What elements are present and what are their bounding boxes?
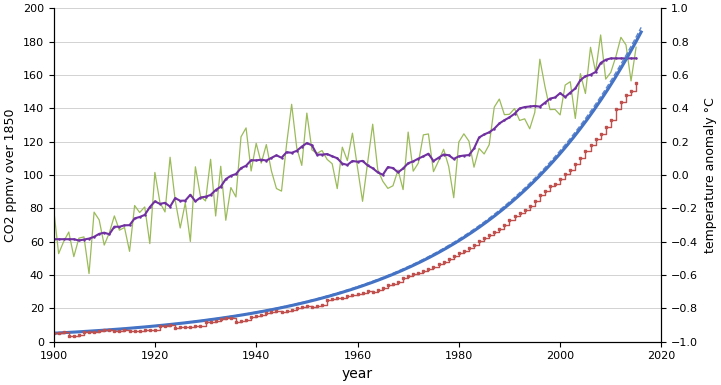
Y-axis label: CO2 ppmv over 1850: CO2 ppmv over 1850 bbox=[4, 108, 17, 242]
Y-axis label: temperature anomaly °C: temperature anomaly °C bbox=[704, 97, 717, 253]
X-axis label: year: year bbox=[342, 367, 373, 381]
